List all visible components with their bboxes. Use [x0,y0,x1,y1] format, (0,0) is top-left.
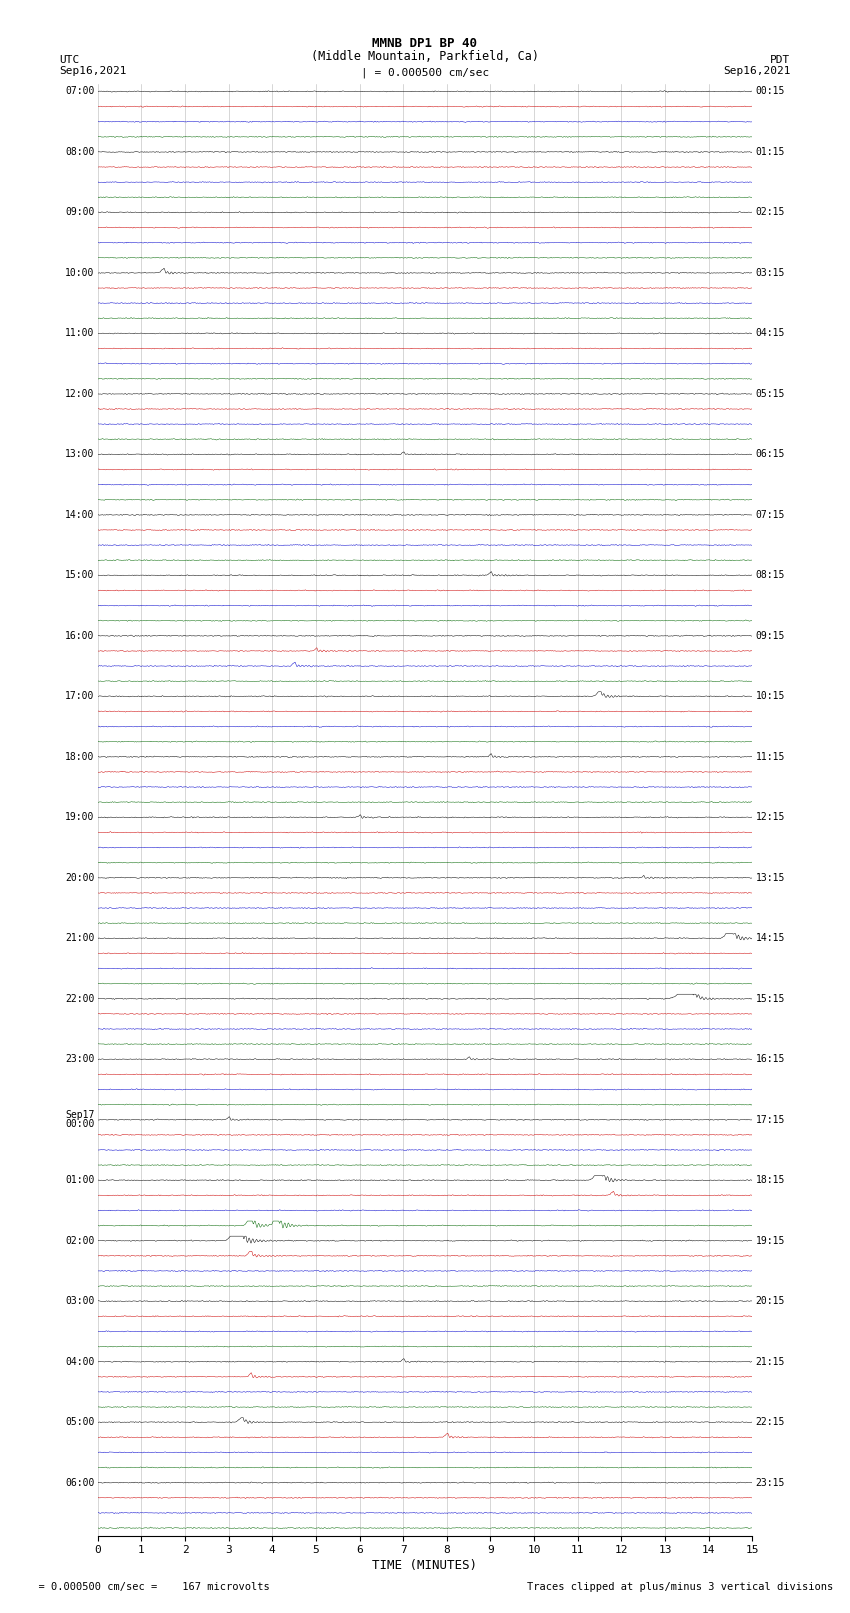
Text: 14:15: 14:15 [756,934,785,944]
Text: 16:15: 16:15 [756,1055,785,1065]
Text: 02:15: 02:15 [756,208,785,218]
Text: 00:00: 00:00 [65,1119,94,1129]
Text: 20:15: 20:15 [756,1297,785,1307]
Text: 00:15: 00:15 [756,87,785,97]
Text: Sep17: Sep17 [65,1110,94,1119]
Text: 06:00: 06:00 [65,1478,94,1487]
Text: 17:00: 17:00 [65,692,94,702]
Text: 22:15: 22:15 [756,1418,785,1428]
Text: 18:15: 18:15 [756,1176,785,1186]
Text: Sep16,2021: Sep16,2021 [723,66,791,76]
Text: 20:00: 20:00 [65,873,94,882]
Text: Sep16,2021: Sep16,2021 [60,66,127,76]
Text: 17:15: 17:15 [756,1115,785,1124]
Text: 22:00: 22:00 [65,994,94,1003]
Text: 19:00: 19:00 [65,813,94,823]
Text: 13:15: 13:15 [756,873,785,882]
Text: 01:00: 01:00 [65,1176,94,1186]
Text: (Middle Mountain, Parkfield, Ca): (Middle Mountain, Parkfield, Ca) [311,50,539,63]
Text: 04:15: 04:15 [756,329,785,339]
Text: 19:15: 19:15 [756,1236,785,1245]
Text: 23:00: 23:00 [65,1055,94,1065]
Text: 05:15: 05:15 [756,389,785,398]
Text: 12:00: 12:00 [65,389,94,398]
Text: 15:00: 15:00 [65,571,94,581]
Text: PDT: PDT [770,55,790,65]
Text: 13:00: 13:00 [65,450,94,460]
Text: 03:00: 03:00 [65,1297,94,1307]
Text: 06:15: 06:15 [756,450,785,460]
Text: 07:00: 07:00 [65,87,94,97]
Text: 16:00: 16:00 [65,631,94,640]
Text: 21:15: 21:15 [756,1357,785,1366]
Text: 02:00: 02:00 [65,1236,94,1245]
Text: 14:00: 14:00 [65,510,94,519]
Text: 01:15: 01:15 [756,147,785,156]
Text: 11:15: 11:15 [756,752,785,761]
Text: 12:15: 12:15 [756,813,785,823]
Text: 23:15: 23:15 [756,1478,785,1487]
Text: 15:15: 15:15 [756,994,785,1003]
Text: 04:00: 04:00 [65,1357,94,1366]
Text: 03:15: 03:15 [756,268,785,277]
Text: 07:15: 07:15 [756,510,785,519]
Text: 10:15: 10:15 [756,692,785,702]
Text: 10:00: 10:00 [65,268,94,277]
Text: 05:00: 05:00 [65,1418,94,1428]
Text: Traces clipped at plus/minus 3 vertical divisions: Traces clipped at plus/minus 3 vertical … [527,1582,833,1592]
Text: 08:15: 08:15 [756,571,785,581]
Text: UTC: UTC [60,55,80,65]
Text: 11:00: 11:00 [65,329,94,339]
Text: 09:00: 09:00 [65,208,94,218]
Text: 21:00: 21:00 [65,934,94,944]
Text: 18:00: 18:00 [65,752,94,761]
Text: | = 0.000500 cm/sec: | = 0.000500 cm/sec [361,68,489,79]
Text: 08:00: 08:00 [65,147,94,156]
X-axis label: TIME (MINUTES): TIME (MINUTES) [372,1560,478,1573]
Text: 09:15: 09:15 [756,631,785,640]
Text: MMNB DP1 BP 40: MMNB DP1 BP 40 [372,37,478,50]
Text: = 0.000500 cm/sec =    167 microvolts: = 0.000500 cm/sec = 167 microvolts [26,1582,269,1592]
